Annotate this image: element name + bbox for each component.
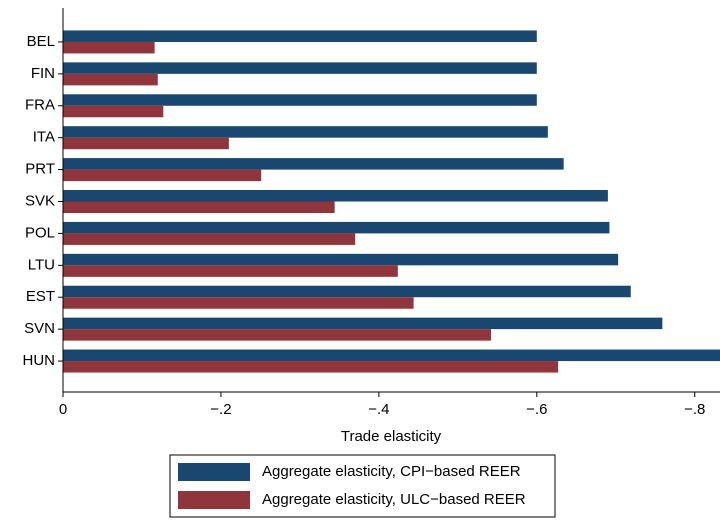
x-tick-label: 0 (59, 401, 67, 418)
y-tick-label: FIN (31, 65, 55, 82)
bar (63, 190, 608, 202)
bar (63, 329, 491, 341)
bar (63, 30, 537, 42)
x-tick-label: −.8 (684, 401, 705, 418)
bar (63, 105, 164, 118)
bar (63, 41, 155, 54)
bar (63, 361, 559, 373)
bar (63, 94, 537, 106)
legend-swatch (178, 491, 250, 509)
bar (63, 265, 398, 277)
y-tick-label: SVN (24, 320, 55, 337)
bar (63, 285, 631, 298)
bar (63, 158, 564, 170)
x-tick-label: −.4 (368, 401, 389, 418)
bar (63, 62, 537, 74)
y-tick-label: LTU (28, 256, 55, 273)
bar (63, 137, 229, 150)
bar (63, 73, 158, 86)
x-tick-label: −.2 (210, 401, 231, 418)
y-tick-label: BEL (27, 33, 55, 50)
y-tick-label: ITA (33, 129, 55, 146)
y-tick-label: SVK (25, 192, 55, 209)
y-tick-label: PRT (25, 161, 55, 178)
bar (63, 126, 548, 138)
x-tick-label: −.6 (526, 401, 547, 418)
y-tick-label: HUN (23, 352, 56, 369)
y-tick-label: FRA (25, 97, 55, 114)
bar (63, 253, 619, 266)
bar (63, 349, 720, 362)
x-axis-title: Trade elasticity (341, 428, 442, 445)
legend-label: Aggregate elasticity, ULC−based REER (262, 491, 526, 508)
bar (63, 221, 610, 234)
y-tick-label: EST (26, 288, 55, 305)
legend-swatch (178, 463, 250, 481)
bar (63, 297, 414, 309)
bar (63, 317, 663, 330)
bar (63, 233, 356, 245)
bar (63, 201, 335, 213)
y-tick-label: POL (25, 224, 55, 241)
legend-label: Aggregate elasticity, CPI−based REER (262, 463, 521, 480)
bar (63, 169, 262, 182)
